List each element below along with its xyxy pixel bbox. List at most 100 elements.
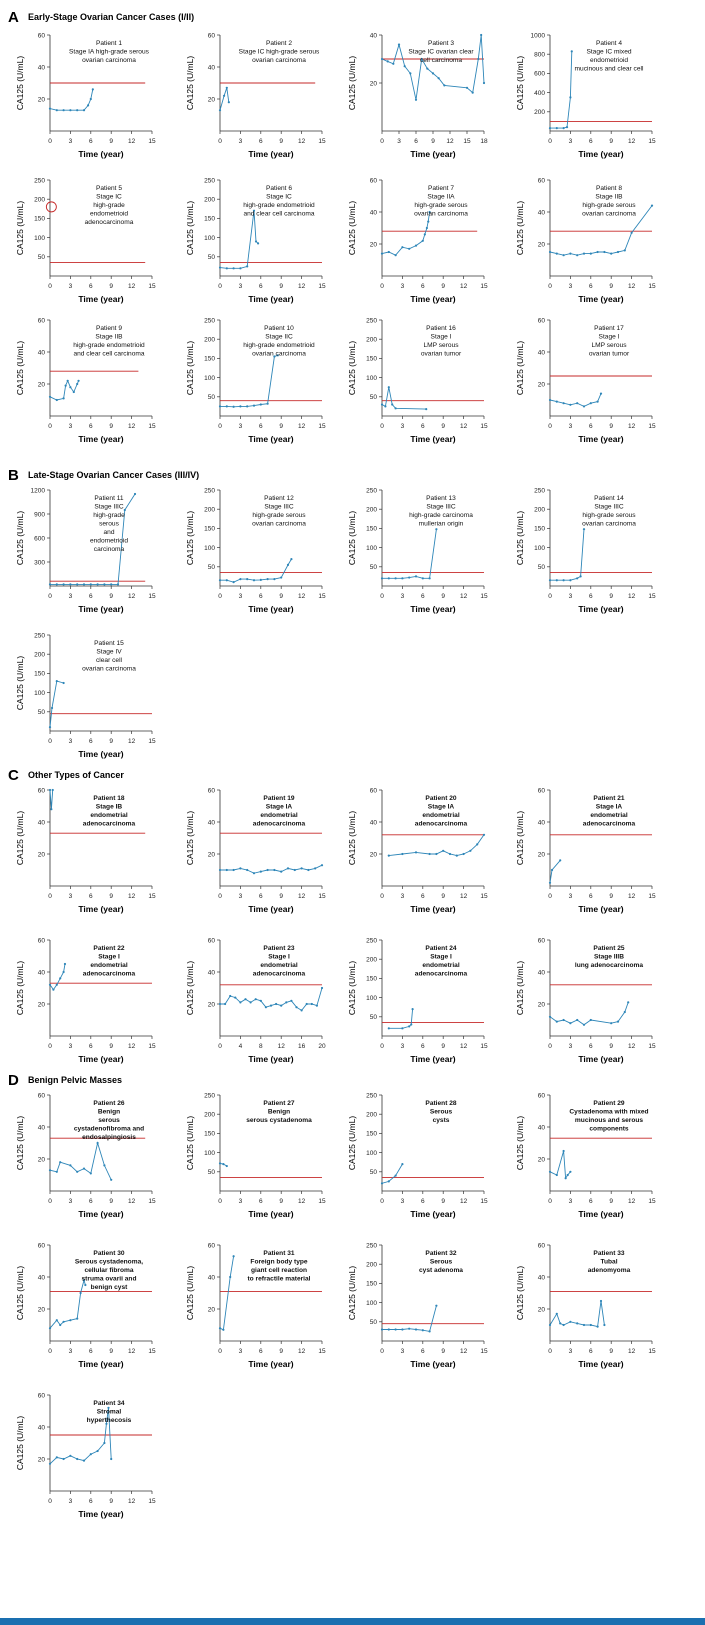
data-point [48,983,52,986]
x-tick-label: 3 [69,1043,73,1050]
series-line [382,529,437,579]
data-point [443,84,446,87]
chart-p11: 0 3 6 9 12 15 300 600 900 1200 Time (year) CA125 (U… [15,487,156,614]
data-point [62,583,65,586]
data-point [300,867,303,870]
x-tick-label: 0 [48,1198,52,1205]
chart-p32: 0 3 6 9 12 15 50 100 150 200 250 Time (year) CA125 (… [347,1242,488,1369]
data-point [380,577,384,580]
x-tick-label: 12 [460,1348,468,1355]
x-tick-label: 9 [109,423,113,430]
data-point [411,1008,414,1011]
series-line [220,558,292,583]
y-tick-label: 800 [534,52,545,59]
chart-title-line: adenocarcinoma [253,971,306,978]
chart-title-line: LMP serous [591,342,627,349]
y-axis-title: CA125 (U/mL) [515,811,525,865]
x-tick-label: 9 [279,138,283,145]
x-tick-label: 15 [480,423,488,430]
chart-title-line: Patient 31 [263,1250,294,1257]
data-point [76,1170,79,1173]
data-point [76,109,79,112]
data-point [239,867,242,870]
chart-title-line: LMP serous [423,342,459,349]
chart-title-line: Patient 17 [594,325,624,332]
x-tick-label: 6 [89,1348,93,1355]
y-axis-title: CA125 (U/mL) [185,961,195,1015]
x-tick-label: 6 [589,1198,593,1205]
data-point [55,1319,58,1322]
data-point [548,881,552,884]
data-point [589,402,592,405]
data-point [570,50,573,53]
data-point [218,1327,222,1330]
data-point [103,1164,106,1167]
data-point [218,579,222,582]
data-point [576,1322,579,1325]
data-point [239,405,242,408]
x-tick-label: 3 [239,1348,243,1355]
data-point [218,109,222,112]
data-point [380,252,384,255]
x-axis-title: Time (year) [78,1054,123,1064]
data-point [293,868,296,872]
x-tick-label: 0 [218,1043,222,1050]
data-point [280,576,283,579]
data-point [82,1167,86,1170]
x-tick-label: 9 [441,1198,445,1205]
y-tick-label: 250 [204,177,215,184]
x-axis-title: Time (year) [78,294,123,304]
data-point [285,1001,288,1004]
data-point [469,849,472,852]
x-tick-label: 6 [89,283,93,290]
x-tick-label: 0 [548,593,552,600]
x-tick-label: 3 [569,893,573,900]
y-tick-label: 600 [34,535,45,542]
x-tick-label: 15 [318,1198,326,1205]
y-tick-label: 200 [534,507,545,514]
x-tick-label: 3 [239,423,243,430]
data-point [232,405,235,408]
data-point [96,1449,99,1453]
x-axis-title: Time (year) [410,904,455,914]
data-point [569,96,572,99]
data-point [562,579,565,582]
y-axis-title: CA125 (U/mL) [15,201,25,255]
data-point [548,398,552,402]
data-point [569,1320,572,1323]
x-tick-label: 15 [148,738,156,745]
data-point [582,252,586,255]
data-point [425,226,428,230]
y-tick-label: 40 [208,819,216,826]
chart-title-line: Patient 33 [593,1250,624,1257]
y-tick-label: 50 [538,564,546,571]
chart-p1: 0 3 6 9 12 15 20 40 60 Time (year) CA125 (U/mL) Pat… [15,32,156,159]
x-tick-label: 15 [148,1498,156,1505]
series-line [549,1002,629,1026]
x-tick-label: 9 [441,893,445,900]
data-point [76,1317,79,1320]
chart-title-line: Patient 6 [266,185,292,192]
data-point [465,86,469,89]
chart-title-line: high-grade [93,512,125,519]
chart-p8: 0 3 6 9 12 15 20 40 60 Time (year) CA125 (U/mL) Pat… [515,177,656,304]
y-axis-title: CA125 (U/mL) [185,811,195,865]
chart-title-line: Patient 16 [426,325,456,332]
x-tick-label: 3 [401,1198,405,1205]
x-tick-label: 3 [239,1198,243,1205]
data-point [50,808,53,811]
data-point [62,1320,65,1323]
data-point [103,583,106,586]
y-axis-title: CA125 (U/mL) [347,1266,357,1320]
chart-title-line: Stage IIC [265,334,293,341]
y-tick-label: 100 [366,545,377,552]
y-axis-title: CA125 (U/mL) [15,961,25,1015]
x-tick-label: 3 [69,138,73,145]
data-point [610,1022,613,1025]
x-tick-label: 0 [48,1043,52,1050]
y-tick-label: 50 [370,1014,378,1021]
data-point [394,407,397,410]
data-point [264,1006,267,1009]
y-tick-label: 200 [204,197,215,204]
y-tick-label: 50 [208,394,216,401]
